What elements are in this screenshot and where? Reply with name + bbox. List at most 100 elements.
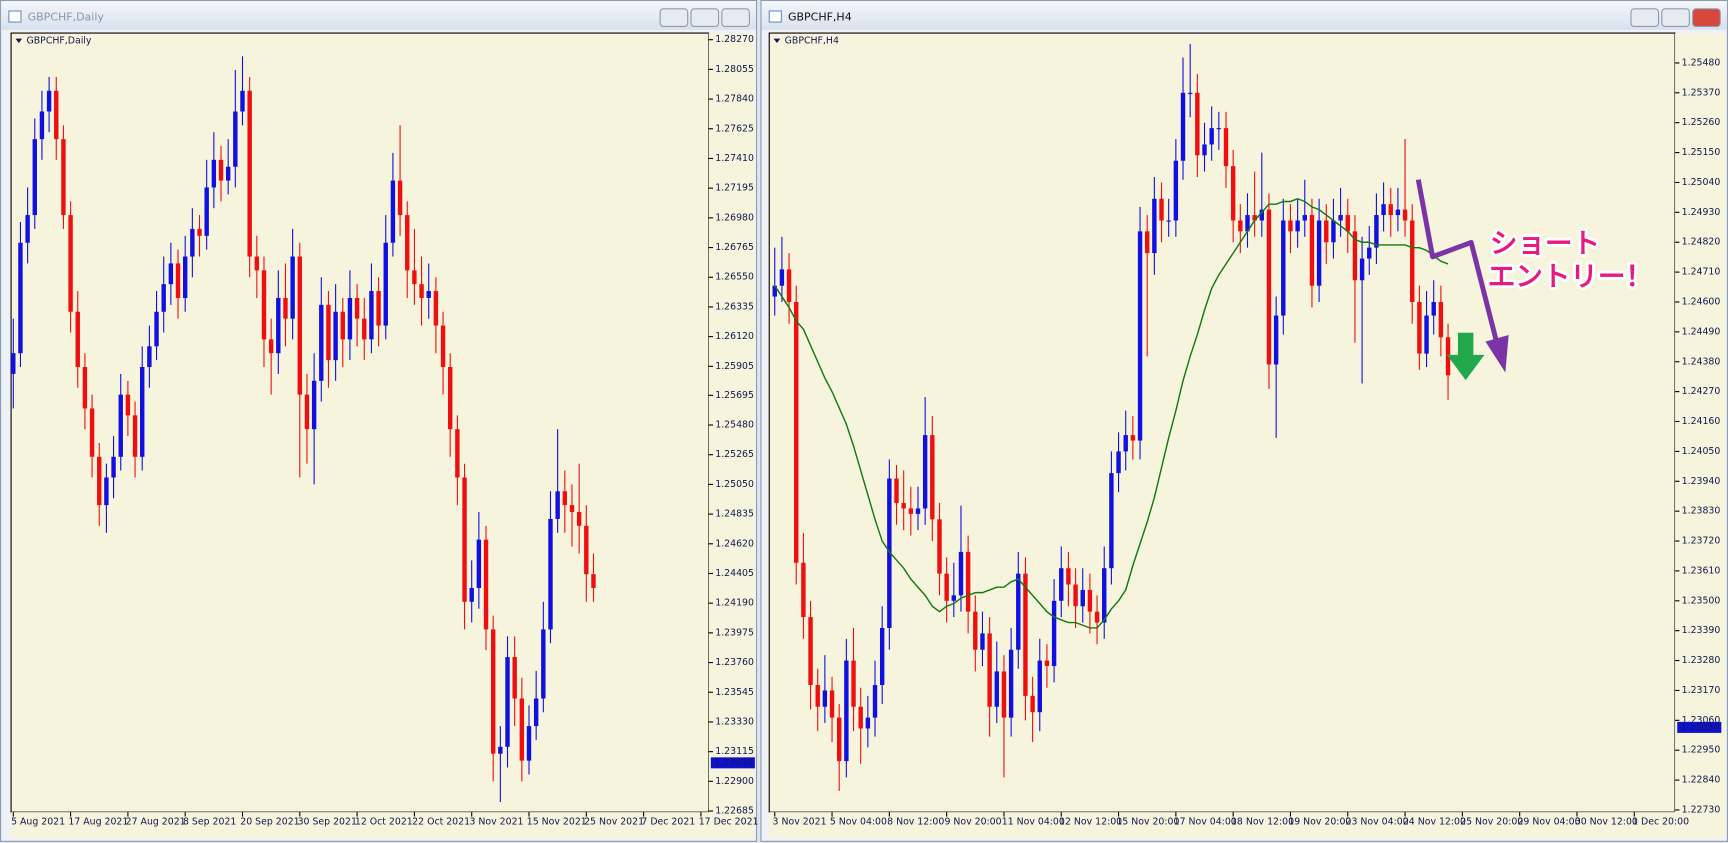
y-tick-label: 1.24380: [1682, 356, 1721, 367]
x-tick-label: 30 Sep 2021: [298, 817, 357, 828]
candle-body: [1431, 301, 1436, 316]
candle-body: [455, 429, 460, 478]
candle-body: [297, 256, 302, 395]
x-tick-label: 15 Nov 20:00: [1116, 817, 1179, 828]
candle-body: [319, 304, 324, 381]
y-tick-label: 1.24930: [1682, 207, 1721, 218]
last-price-label: 1.23034: [1681, 722, 1720, 733]
candle-body: [39, 111, 45, 140]
candle-body: [204, 187, 209, 236]
candle-body: [815, 685, 820, 707]
y-tick-label: 1.24600: [1682, 296, 1721, 307]
candle-body: [1266, 209, 1272, 365]
candle-body: [190, 228, 195, 257]
close-button[interactable]: [1692, 8, 1721, 27]
candle-body: [1001, 671, 1007, 718]
candle-body: [1145, 231, 1150, 254]
candle-body: [276, 297, 281, 354]
candle-body: [1051, 600, 1057, 666]
candle-body: [448, 367, 453, 430]
y-tick-label: 1.27840: [715, 94, 754, 105]
candle-body: [973, 611, 978, 650]
candle-body: [1180, 92, 1186, 161]
candle-body: [490, 629, 496, 754]
x-tick-label: 17 Aug 2021: [68, 817, 128, 828]
minimize-button[interactable]: [659, 8, 689, 27]
y-tick-label: 1.22685: [715, 806, 754, 817]
candle-body: [1159, 198, 1164, 221]
candle-body: [1187, 92, 1193, 94]
y-tick-label: 1.25040: [1682, 177, 1721, 188]
candle-body: [1245, 215, 1250, 232]
candle-body: [951, 595, 957, 601]
candle-body: [111, 456, 116, 478]
candle-body: [140, 367, 145, 457]
x-tick-label: 25 Nov 20:00: [1460, 817, 1523, 828]
candle-body: [526, 726, 532, 761]
candle-body: [283, 297, 288, 319]
y-tick-label: 1.24710: [1682, 267, 1721, 278]
candle-body: [419, 284, 424, 298]
y-tick-label: 1.26120: [715, 331, 754, 342]
candle-body: [254, 256, 260, 271]
candle-body: [211, 159, 217, 188]
y-tick-label: 1.23060: [1682, 715, 1721, 726]
candle-body: [1008, 649, 1014, 718]
restore-button[interactable]: [1661, 8, 1690, 27]
y-tick-label: 1.23170: [1682, 685, 1721, 696]
candle-body: [1302, 215, 1307, 221]
candle-body: [233, 111, 238, 167]
y-tick-label: 1.22840: [1682, 775, 1721, 786]
symbol-label: GBPCHF,Daily: [27, 35, 92, 46]
annotation: ショート: [1490, 228, 1600, 260]
close-button[interactable]: [721, 8, 750, 27]
candle-body: [498, 746, 503, 754]
title-bar: [1, 1, 757, 30]
candle-body: [118, 394, 123, 457]
candle-body: [851, 660, 856, 707]
candle-body: [1037, 660, 1042, 713]
y-tick-label: 1.25905: [715, 361, 754, 372]
candle-body: [340, 311, 345, 340]
x-tick-label: 17 Dec 2021: [699, 817, 759, 828]
candle-body: [965, 551, 971, 612]
x-tick-label: 15 Nov 2021: [527, 817, 587, 828]
candle-body: [548, 518, 553, 630]
candle-body: [54, 90, 59, 140]
y-tick-label: 1.26765: [715, 242, 754, 253]
candle-body: [1137, 231, 1143, 441]
candle-body: [1352, 231, 1358, 281]
candle-body: [1023, 573, 1028, 696]
candle-body: [154, 311, 159, 347]
window-icon: [768, 10, 782, 23]
y-tick-label: 1.24050: [1682, 446, 1721, 457]
candle-body: [772, 285, 777, 297]
candle-body: [1223, 128, 1229, 167]
x-tick-label: 12 Nov 12:00: [1059, 817, 1122, 828]
candle-body: [1094, 611, 1100, 623]
candle-body: [922, 435, 928, 509]
y-tick-label: 1.25695: [715, 390, 754, 401]
candle-body: [1123, 435, 1128, 452]
candle-body: [937, 519, 942, 574]
candle-body: [1367, 247, 1372, 259]
candle-body: [1030, 695, 1035, 713]
y-tick-label: 1.25265: [715, 449, 754, 460]
candle-body: [1202, 144, 1207, 156]
candle-body: [987, 633, 992, 707]
x-tick-label: 5 Nov 04:00: [830, 817, 887, 828]
y-tick-label: 1.22730: [1682, 804, 1721, 815]
candle-body: [512, 657, 517, 699]
plot-area: [10, 32, 710, 813]
restore-button[interactable]: [690, 8, 720, 27]
candle-body: [32, 139, 37, 216]
candle-body: [1116, 451, 1121, 474]
candle-body: [1166, 220, 1171, 222]
candle-body: [147, 346, 152, 368]
minimize-button[interactable]: [1630, 8, 1660, 27]
candle-body: [68, 215, 73, 312]
last-price-box: [1677, 721, 1722, 733]
candle-body: [901, 503, 906, 509]
annotation: エントリー！: [1488, 261, 1653, 293]
